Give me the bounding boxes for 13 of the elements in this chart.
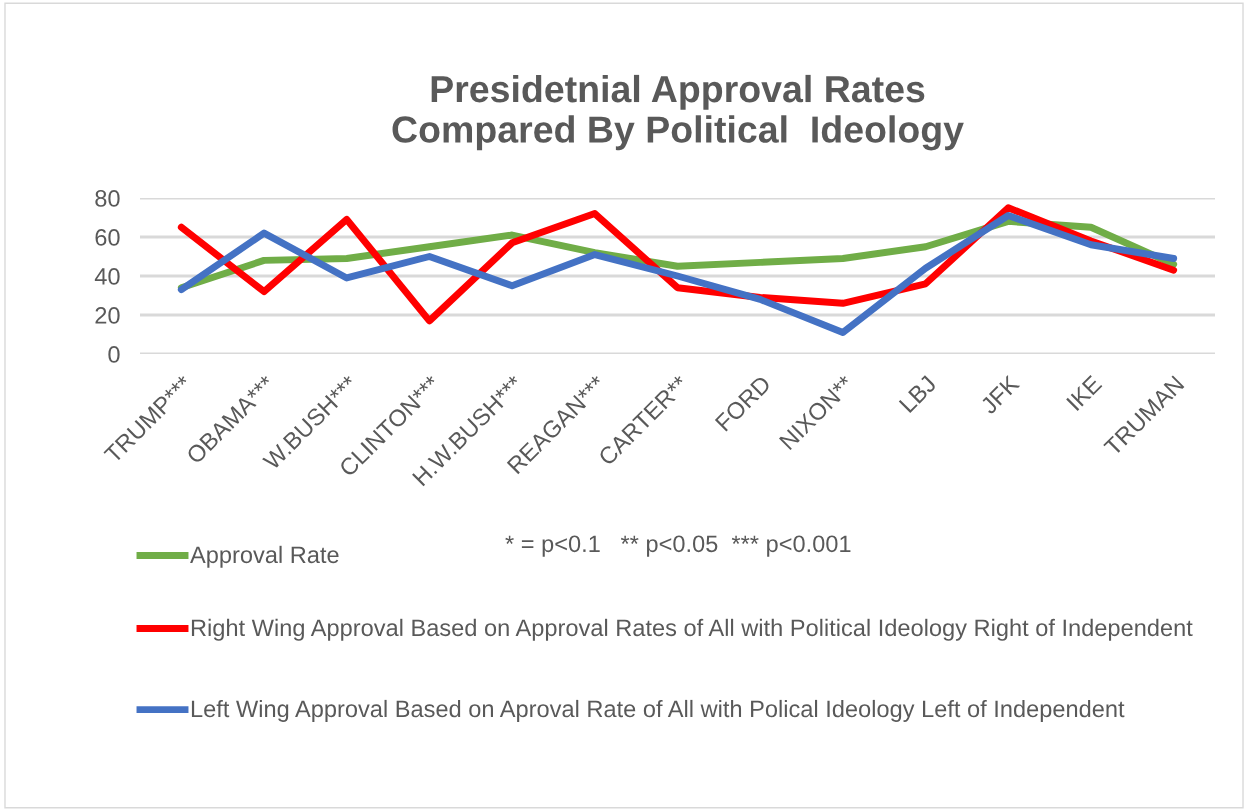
legend-label: Left Wing Approval Based on Aproval Rate of All with Polical Ideology Left of Independent — [191, 699, 1125, 722]
text: * = p<0.1 ** p<0.05 *** p<0.001 — [505, 535, 851, 557]
legend-label: Approval Rate — [190, 545, 339, 568]
y-tick-label: 60 — [95, 229, 120, 246]
y-tick-label: 20 — [95, 307, 120, 324]
y-tick-label: 80 — [95, 190, 120, 207]
x-tick-label: LBJ — [898, 375, 937, 414]
y-tick-label: 40 — [94, 268, 120, 285]
x-tick-label: IKE — [1066, 374, 1103, 411]
legend-label: Right Wing Approval Based on Approval Rates of All with Political Ideology Right of Independent — [191, 618, 1193, 641]
x-tick-label: JFK — [979, 374, 1021, 416]
chart-title: Presidetnial Approval Rates Compared By Political Ideology — [392, 74, 964, 151]
y-tick-label: 0 — [108, 346, 120, 363]
